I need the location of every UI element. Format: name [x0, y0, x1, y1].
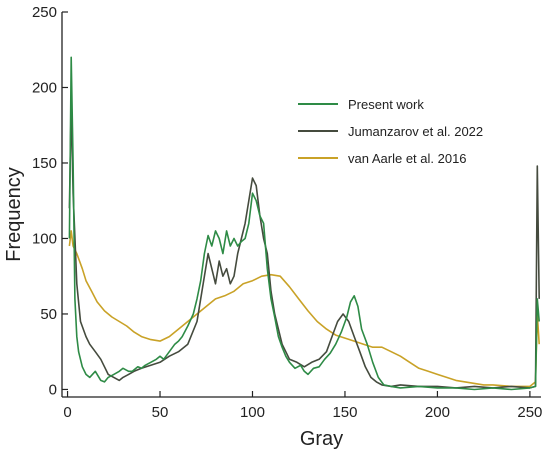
y-tick-label: 250	[32, 4, 57, 21]
y-tick-label: 100	[32, 230, 57, 247]
y-tick-label: 200	[32, 79, 57, 96]
x-axis-title: Gray	[300, 428, 343, 450]
plot-series	[68, 56, 540, 391]
series-line-1	[68, 56, 540, 391]
x-tick-label: 150	[332, 404, 357, 421]
x-tick-label: 100	[240, 404, 265, 421]
y-axis-title: Frequency	[3, 167, 25, 262]
x-tick-label: 50	[152, 404, 169, 421]
x-tick-label: 200	[425, 404, 450, 421]
legend-label-2: Jumanzarov et al. 2022	[348, 124, 483, 139]
axes: 0 50 100 150 200 250 0 50 100 150 200 250 Gray Freque…	[3, 4, 542, 450]
x-tick-label: 0	[63, 404, 71, 421]
y-tick-label: 0	[49, 381, 57, 398]
legend: Present work Jumanzarov et al. 2022 van Aa…	[298, 97, 483, 166]
legend-label-3: van Aarle et al. 2016	[348, 151, 467, 166]
series-line-2	[68, 101, 540, 389]
x-tick-label: 250	[517, 404, 542, 421]
y-tick-label: 150	[32, 155, 57, 172]
y-tick-label: 50	[40, 306, 57, 323]
legend-label-1: Present work	[348, 97, 424, 112]
series-line-3	[68, 230, 540, 388]
